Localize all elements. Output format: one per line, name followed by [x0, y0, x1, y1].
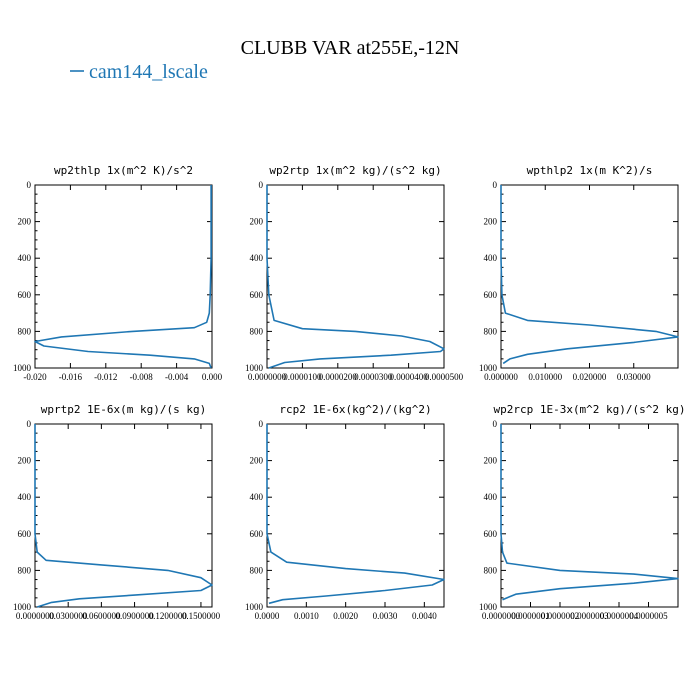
subplot-grid: wp2thlp 1x(m^2 K)/s^202004006008001000-0…: [13, 164, 686, 621]
y-tick-label: 200: [484, 217, 498, 227]
y-tick-label: 200: [250, 217, 264, 227]
x-tick-label: 0.0030: [373, 611, 398, 621]
y-tick-label: 400: [250, 492, 264, 502]
y-tick-label: 200: [18, 456, 32, 466]
x-tick-label: 0.0000003: [570, 611, 609, 621]
subplot-2: wp2rtp 1x(m^2 kg)/(s^2 kg) 0 200 400 600 800 1…: [245, 164, 464, 382]
y-tick-label: 600: [250, 529, 264, 539]
y-tick-label: 400: [484, 253, 498, 263]
x-tick-label: 0.0000200: [319, 372, 358, 382]
x-tick-label: 0.0000004: [600, 611, 639, 621]
x-tick-label: 0.0000300: [354, 372, 393, 382]
subplot-title: wpthlp2 1x(m K^2)/s: [527, 164, 653, 177]
y-tick-label: 600: [484, 529, 498, 539]
x-tick-label: -0.020: [23, 372, 47, 382]
subplot-3: wpthlp2 1x(m K^2)/s 0 200 400 600 800 10000.00…: [479, 164, 679, 382]
series-line-cam144_lscale: [34, 424, 213, 608]
y-tick-label: 1000: [245, 363, 264, 373]
subplot-title: wp2rtp 1x(m^2 kg)/(s^2 kg): [269, 164, 441, 177]
series-line-cam144_lscale: [500, 424, 679, 601]
x-tick-label: 0.0000002: [541, 611, 579, 621]
y-tick-label: 800: [250, 326, 264, 336]
y-tick-label: 400: [484, 492, 498, 502]
legend-label: cam144_lscale: [89, 61, 208, 83]
subplot-title: wp2rcp 1E-3x(m^2 kg)/(s^2 kg): [493, 403, 685, 416]
y-tick-label: 200: [18, 217, 32, 227]
x-tick-label: 0.0000005: [629, 611, 668, 621]
y-tick-label: 600: [250, 290, 264, 300]
x-tick-label: 0.020000: [573, 372, 607, 382]
subplot-title: rcp2 1E-6x(kg^2)/(kg^2): [279, 403, 431, 416]
y-tick-label: 400: [250, 253, 264, 263]
y-tick-label: 600: [18, 529, 32, 539]
x-tick-label: 0.0000001: [511, 611, 549, 621]
plot-frame: [34, 423, 213, 608]
series-line-cam144_lscale: [34, 185, 212, 369]
x-tick-label: 0.0000000: [482, 611, 521, 621]
y-tick-label: 400: [18, 492, 32, 502]
y-tick-label: 0: [27, 180, 32, 190]
x-tick-label: 0.010000: [528, 372, 562, 382]
x-tick-label: -0.016: [59, 372, 83, 382]
y-tick-label: 800: [18, 326, 32, 336]
series-line-cam144_lscale: [266, 185, 445, 369]
y-tick-label: 600: [484, 290, 498, 300]
y-tick-label: 1000: [245, 602, 264, 612]
x-tick-label: 0.0000100: [283, 372, 322, 382]
y-tick-label: 800: [484, 565, 498, 575]
y-tick-label: 1000: [479, 363, 498, 373]
legend: cam144_lscale: [70, 61, 208, 83]
x-tick-label: 0.0000500: [425, 372, 464, 382]
x-tick-label: -0.012: [94, 372, 117, 382]
plot-frame: [266, 423, 445, 608]
x-tick-label: 0.0000400: [389, 372, 428, 382]
y-tick-label: 400: [18, 253, 32, 263]
y-tick-label: 800: [18, 565, 32, 575]
x-tick-label: 0.0000000: [248, 372, 287, 382]
y-tick-label: 800: [484, 326, 498, 336]
subplot-title: wprtp2 1E-6x(m kg)/(s kg): [41, 403, 207, 416]
figure-title: CLUBB VAR at255E,-12N: [241, 37, 460, 59]
x-tick-label: 0.000000: [484, 372, 518, 382]
plot-frame: [34, 184, 213, 369]
y-tick-label: 200: [484, 456, 498, 466]
y-tick-label: 600: [18, 290, 32, 300]
x-tick-label: 0.0000000: [16, 611, 55, 621]
y-tick-label: 0: [493, 419, 498, 429]
x-tick-label: 0.0900000: [115, 611, 154, 621]
y-tick-label: 800: [250, 565, 264, 575]
subplot-6: wp2rcp 1E-3x(m^2 kg)/(s^2 kg) 0 200 400 600 8…: [479, 403, 686, 621]
y-tick-label: 200: [250, 456, 264, 466]
y-tick-label: 1000: [13, 363, 32, 373]
y-tick-label: 0: [259, 180, 264, 190]
subplot-1: wp2thlp 1x(m^2 K)/s^202004006008001000-0…: [13, 164, 223, 382]
subplot-5: rcp2 1E-6x(kg^2)/(kg^2) 0 200 400 600 800 1000…: [245, 403, 445, 621]
series-line-cam144_lscale: [266, 424, 445, 605]
y-tick-label: 0: [493, 180, 498, 190]
x-tick-label: -0.008: [130, 372, 154, 382]
subplot-title: wp2thlp 1x(m^2 K)/s^2: [54, 164, 193, 177]
x-tick-label: 0.0040: [412, 611, 437, 621]
y-tick-label: 0: [27, 419, 32, 429]
x-tick-label: 0.0300000: [49, 611, 88, 621]
x-tick-label: -0.004: [165, 372, 189, 382]
y-tick-label: 1000: [479, 602, 498, 612]
x-tick-label: 0.0020: [333, 611, 358, 621]
x-tick-label: 0.1200000: [149, 611, 188, 621]
y-tick-label: 1000: [13, 602, 32, 612]
plot-frame: [266, 184, 445, 369]
x-tick-label: 0.000: [202, 372, 223, 382]
x-tick-label: 0.0600000: [82, 611, 121, 621]
plot-frame: [500, 423, 679, 608]
subplot-4: wprtp2 1E-6x(m kg)/(s kg) 0 200 400 600 800 10…: [13, 403, 221, 621]
x-tick-label: 0.1500000: [182, 611, 221, 621]
x-tick-label: 0.030000: [617, 372, 651, 382]
x-tick-label: 0.0010: [294, 611, 319, 621]
y-tick-label: 0: [259, 419, 264, 429]
series-line-cam144_lscale: [500, 185, 679, 365]
x-tick-label: 0.0000: [255, 611, 280, 621]
